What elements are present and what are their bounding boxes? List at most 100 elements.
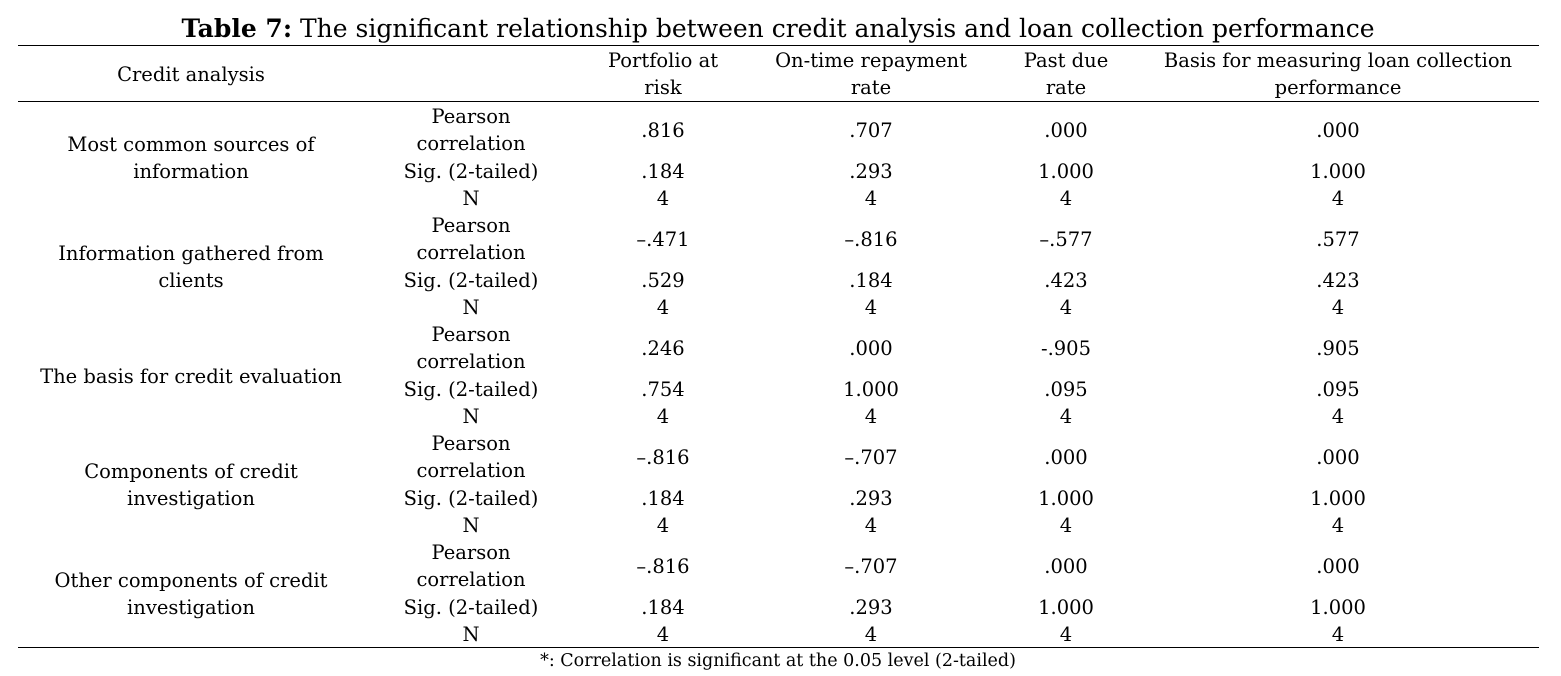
group-2-pearson-label-line-1: Pearson [431, 214, 511, 237]
group-1-n-ontime-repayment: 4 [864, 187, 878, 210]
group-2-n-ontime-repayment: 4 [864, 296, 878, 319]
group-2-pearson-ontime-repayment: –.816 [844, 228, 898, 251]
group-4-sig-basis-for-measuring: 1.000 [1310, 487, 1366, 510]
group-3-n-basis-for-measuring: 4 [1331, 405, 1345, 428]
group-1-sig-portfolio-at-risk: .184 [641, 160, 685, 183]
group-3-label-line-1: The basis for credit evaluation [40, 364, 342, 388]
group-4-label: Components of credit investigation [84, 458, 298, 512]
group-2-sig-portfolio-at-risk: .529 [641, 269, 685, 292]
group-2-pearson-past-due-rate: –.577 [1039, 228, 1093, 251]
group-5-label-line-1: Other components of credit [54, 569, 328, 592]
header-pastdue-line-2: rate [1045, 76, 1087, 99]
group-1-sig-label: Sig. (2-tailed) [403, 160, 539, 183]
group-3-sig-label: Sig. (2-tailed) [403, 378, 539, 401]
table-number: Table 7: [181, 14, 293, 43]
group-5-pearson-basis-for-measuring: .000 [1316, 555, 1360, 578]
group-5-pearson-ontime-repayment: –.707 [844, 555, 898, 578]
header-past-due-rate: Past due rate [1024, 47, 1109, 101]
header-portfolio-line-1: Portfolio at [607, 49, 719, 72]
group-4-sig-label: Sig. (2-tailed) [403, 487, 539, 510]
header-ontime-repayment-rate: On-time repayment rate [775, 47, 967, 101]
group-5-sig-past-due-rate: 1.000 [1038, 596, 1094, 619]
group-1-sig-past-due-rate: 1.000 [1038, 160, 1094, 183]
group-2-label-line-1: Information gathered from [58, 242, 324, 265]
group-5-n-portfolio-at-risk: 4 [656, 623, 670, 646]
group-1-sig-ontime-repayment: .293 [849, 160, 893, 183]
group-2-label-line-2: clients [158, 269, 224, 292]
group-2-pearson-label-line-2: correlation [416, 241, 526, 264]
group-1-sig-basis-for-measuring: 1.000 [1310, 160, 1366, 183]
group-5-pearson-label-line-1: Pearson [431, 541, 511, 564]
group-2-sig-past-due-rate: .423 [1044, 269, 1088, 292]
group-5-sig-portfolio-at-risk: .184 [641, 596, 685, 619]
group-4-pearson-label-line-2: correlation [416, 459, 526, 482]
group-1-pearson-label-line-1: Pearson [431, 105, 511, 128]
group-5-n-ontime-repayment: 4 [864, 623, 878, 646]
header-portfolio-line-2: risk [644, 76, 682, 99]
group-4-n-past-due-rate: 4 [1059, 514, 1073, 537]
group-3-pearson-basis-for-measuring: .905 [1316, 337, 1360, 360]
group-3-pearson-past-due-rate: -.905 [1040, 337, 1092, 360]
group-2-sig-label: Sig. (2-tailed) [403, 269, 539, 292]
top-rule [18, 45, 1539, 46]
header-pastdue-line-1: Past due [1023, 49, 1109, 72]
group-5-label-line-2: investigation [127, 596, 255, 619]
group-2-n-past-due-rate: 4 [1059, 296, 1073, 319]
group-5-n-past-due-rate: 4 [1059, 623, 1073, 646]
group-5-pearson-portfolio-at-risk: –.816 [636, 555, 690, 578]
header-credit-analysis: Credit analysis [117, 63, 265, 86]
group-5-n-basis-for-measuring: 4 [1331, 623, 1345, 646]
group-5-pearson-past-due-rate: .000 [1044, 555, 1088, 578]
group-1-n-portfolio-at-risk: 4 [656, 187, 670, 210]
bottom-rule [18, 647, 1539, 648]
group-4-label-line-1: Components of credit [84, 460, 298, 483]
group-3-pearson-label-line-2: correlation [416, 350, 526, 373]
group-2-sig-basis-for-measuring: .423 [1316, 269, 1360, 292]
group-4-sig-ontime-repayment: .293 [849, 487, 893, 510]
group-1-pearson-ontime-repayment: .707 [849, 119, 893, 142]
header-rule [18, 101, 1539, 102]
group-2-sig-ontime-repayment: .184 [849, 269, 893, 292]
group-1-n-past-due-rate: 4 [1059, 187, 1073, 210]
group-3-label: The basis for credit evaluation [40, 363, 342, 390]
group-1-n-label: N [462, 187, 480, 210]
group-3-sig-portfolio-at-risk: .754 [641, 378, 685, 401]
header-ontime-line-2: rate [850, 76, 892, 99]
group-4-label-line-2: investigation [127, 487, 255, 510]
group-1-pearson-portfolio-at-risk: .816 [641, 119, 685, 142]
group-4-n-basis-for-measuring: 4 [1331, 514, 1345, 537]
group-1-label-line-1: Most common sources of [67, 133, 315, 156]
group-3-pearson-ontime-repayment: .000 [849, 337, 893, 360]
group-2-pearson-portfolio-at-risk: –.471 [636, 228, 690, 251]
group-3-pearson-label-line-1: Pearson [431, 323, 511, 346]
group-4-pearson-basis-for-measuring: .000 [1316, 446, 1360, 469]
group-4-n-ontime-repayment: 4 [864, 514, 878, 537]
group-1-label-line-2: information [133, 160, 249, 183]
group-4-sig-portfolio-at-risk: .184 [641, 487, 685, 510]
group-4-sig-past-due-rate: 1.000 [1038, 487, 1094, 510]
group-4-pearson-ontime-repayment: –.707 [844, 446, 898, 469]
group-3-n-ontime-repayment: 4 [864, 405, 878, 428]
table-footnote: *: Correlation is significant at the 0.0… [540, 651, 1016, 671]
group-5-sig-basis-for-measuring: 1.000 [1310, 596, 1366, 619]
group-5-sig-label: Sig. (2-tailed) [403, 596, 539, 619]
group-1-label: Most common sources of information [67, 131, 314, 185]
table-title-text: The significant relationship between cre… [292, 14, 1375, 43]
group-5-label: Other components of credit investigation [54, 567, 327, 621]
group-4-n-portfolio-at-risk: 4 [656, 514, 670, 537]
header-basis-for-measuring: Basis for measuring loan collection perf… [1164, 47, 1512, 101]
group-3-n-portfolio-at-risk: 4 [656, 405, 670, 428]
group-4-pearson-portfolio-at-risk: –.816 [636, 446, 690, 469]
group-1-pearson-basis-for-measuring: .000 [1316, 119, 1360, 142]
group-2-label: Information gathered from clients [58, 240, 324, 294]
header-basis-line-2: performance [1274, 76, 1402, 99]
group-5-n-label: N [462, 623, 480, 646]
group-2-n-basis-for-measuring: 4 [1331, 296, 1345, 319]
group-4-pearson-label-line-1: Pearson [431, 432, 511, 455]
header-ontime-line-1: On-time repayment [775, 49, 967, 72]
group-1-n-basis-for-measuring: 4 [1331, 187, 1345, 210]
group-2-n-label: N [462, 296, 480, 319]
group-2-n-portfolio-at-risk: 4 [656, 296, 670, 319]
table-title: Table 7: The significant relationship be… [0, 12, 1556, 46]
group-3-pearson-portfolio-at-risk: .246 [641, 337, 685, 360]
